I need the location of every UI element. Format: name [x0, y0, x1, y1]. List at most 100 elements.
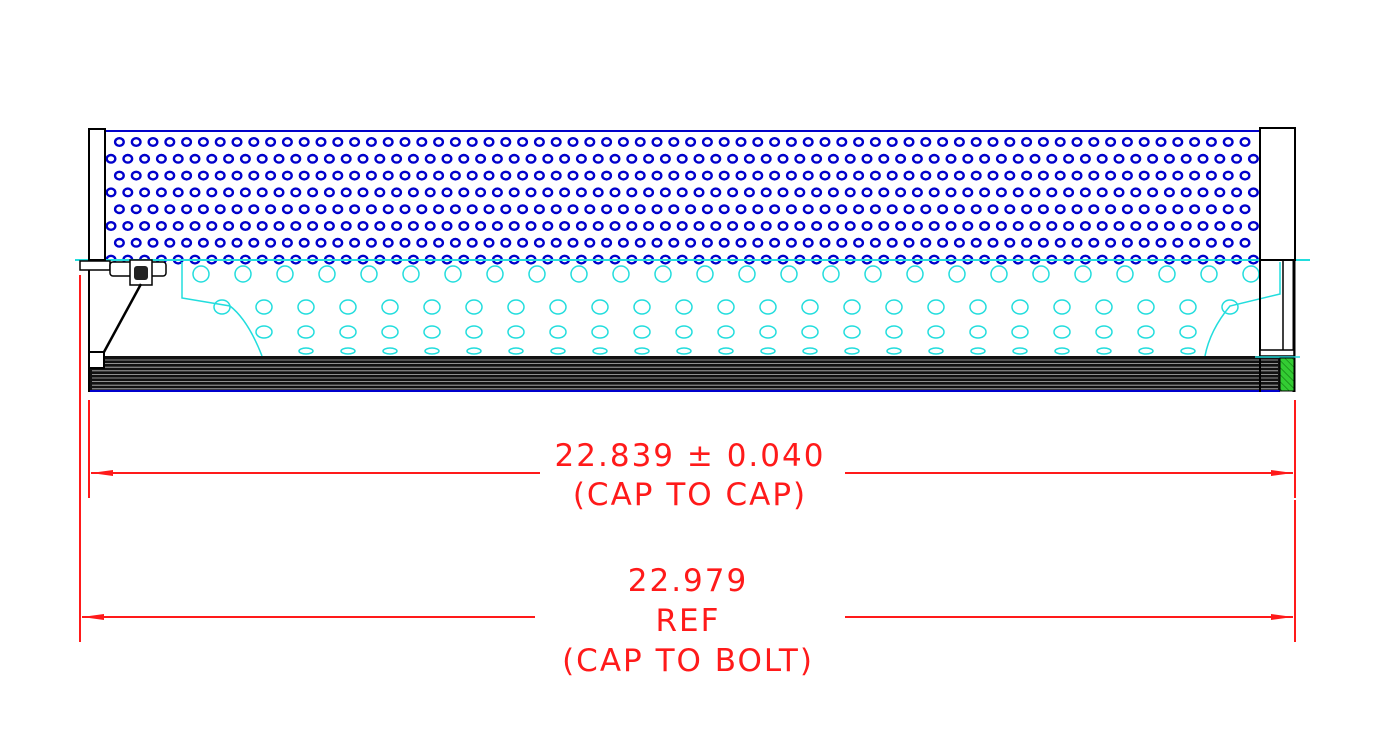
perforation-hole [559, 153, 571, 164]
perforation-hole [500, 204, 512, 215]
core-hole [339, 299, 357, 315]
perforation-hole [1130, 153, 1142, 164]
perforation-hole [836, 237, 848, 248]
core-hole [1011, 325, 1029, 339]
core-hole [675, 325, 693, 339]
perforation-hole [1088, 237, 1100, 248]
perforation-hole [659, 153, 671, 164]
perforation-hole [1147, 153, 1159, 164]
perforation-hole [735, 170, 747, 181]
perforation-hole [214, 170, 226, 181]
outer-perforation-holes [105, 136, 1259, 265]
perforation-hole [1155, 204, 1167, 215]
perforation-hole [878, 220, 890, 231]
perforation-hole [937, 136, 949, 147]
perforation-hole [197, 136, 209, 147]
perforation-hole [827, 220, 839, 231]
perforation-hole [979, 153, 991, 164]
core-hole [906, 265, 924, 283]
perforation-hole [1205, 237, 1217, 248]
perforation-hole [307, 153, 319, 164]
perforation-hole [433, 237, 445, 248]
core-hole [843, 299, 861, 315]
perforation-hole [365, 204, 377, 215]
perforation-hole [693, 220, 705, 231]
core-hole [717, 325, 735, 339]
perforation-hole [1189, 237, 1201, 248]
perforation-hole [920, 237, 932, 248]
perforation-hole [315, 204, 327, 215]
perforation-hole [836, 136, 848, 147]
perforation-hole [525, 220, 537, 231]
perforation-hole [970, 136, 982, 147]
perforation-hole [1029, 220, 1041, 231]
perforation-hole [265, 136, 277, 147]
perforation-hole [449, 237, 461, 248]
perforation-hole [718, 237, 730, 248]
perforation-hole [1172, 204, 1184, 215]
perforation-hole [416, 170, 428, 181]
perforation-hole [433, 204, 445, 215]
core-hole [1179, 299, 1197, 315]
core-hole [423, 299, 441, 315]
perforation-hole [1121, 204, 1133, 215]
core-hole [1054, 347, 1070, 355]
perforation-hole [391, 153, 403, 164]
perforation-hole [122, 187, 134, 198]
perforation-hole [491, 220, 503, 231]
core-hole [339, 325, 357, 339]
perforation-hole [584, 136, 596, 147]
perforation-hole [113, 204, 125, 215]
perforation-hole [231, 204, 243, 215]
perforation-hole [1037, 237, 1049, 248]
perforation-hole [685, 204, 697, 215]
perforation-hole [206, 153, 218, 164]
perforation-hole [911, 220, 923, 231]
perforation-hole [1063, 187, 1075, 198]
perforation-hole [1138, 136, 1150, 147]
perforation-hole [1214, 187, 1226, 198]
perforation-hole [559, 187, 571, 198]
perforation-hole [945, 187, 957, 198]
core-hole [1221, 299, 1239, 315]
cap-to-bolt-value: 22.979 [628, 563, 748, 599]
perforation-hole [1105, 136, 1117, 147]
perforation-hole [794, 153, 806, 164]
core-hole [759, 325, 777, 339]
perforation-hole [483, 136, 495, 147]
perforation-hole [1054, 237, 1066, 248]
core-hole [465, 325, 483, 339]
core-hole [234, 265, 252, 283]
perforation-hole [164, 237, 176, 248]
perforation-hole [340, 187, 352, 198]
core-hole [255, 325, 273, 339]
perforation-hole [399, 170, 411, 181]
core-hole [675, 299, 693, 315]
perforation-hole [206, 187, 218, 198]
core-hole [1074, 265, 1092, 283]
perforation-hole [811, 220, 823, 231]
perforation-hole [483, 204, 495, 215]
core-hole [297, 299, 315, 315]
core-hole [360, 265, 378, 283]
right-end-cap [1255, 127, 1300, 392]
core-hole [1095, 325, 1113, 339]
perforation-hole [223, 187, 235, 198]
perforation-hole [802, 237, 814, 248]
perforation-hole [626, 187, 638, 198]
perforation-hole [819, 136, 831, 147]
perforation-hole [727, 220, 739, 231]
core-hole [843, 325, 861, 339]
perforation-hole [155, 187, 167, 198]
perforation-hole [1088, 170, 1100, 181]
perforation-hole [256, 220, 268, 231]
perforation-hole [105, 153, 117, 164]
perforation-hole [819, 170, 831, 181]
core-hole [591, 299, 609, 315]
perforation-hole [349, 136, 361, 147]
core-hole [213, 299, 231, 315]
perforation-hole [1205, 170, 1217, 181]
perforation-hole [1037, 136, 1049, 147]
perforation-hole [1088, 136, 1100, 147]
perforation-hole [794, 187, 806, 198]
